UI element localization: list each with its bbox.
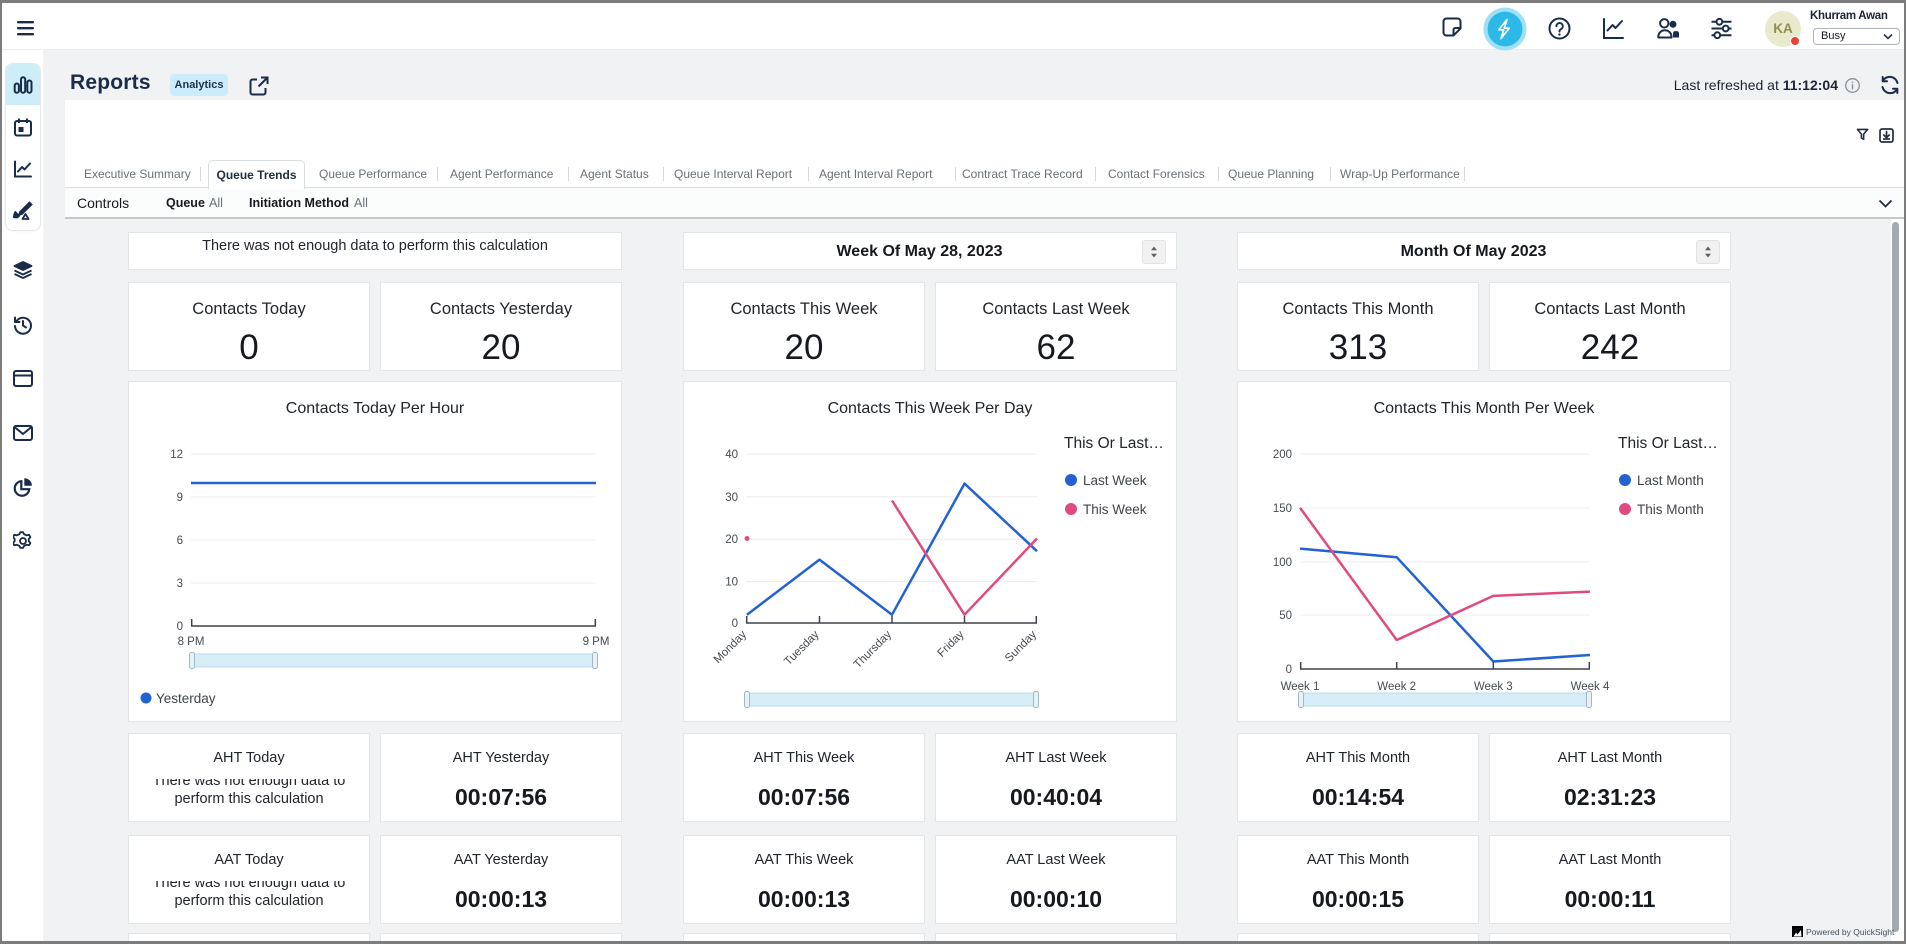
svg-text:Tuesday: Tuesday bbox=[782, 628, 822, 668]
svg-text:20: 20 bbox=[725, 534, 738, 546]
svg-text:6: 6 bbox=[177, 535, 183, 547]
svg-text:Week 2: Week 2 bbox=[1377, 681, 1416, 693]
svg-text:8 PM: 8 PM bbox=[178, 636, 205, 648]
svg-text:200: 200 bbox=[1273, 449, 1292, 461]
svg-text:Week 1: Week 1 bbox=[1281, 681, 1320, 693]
svg-text:Week 3: Week 3 bbox=[1474, 681, 1513, 693]
svg-text:This Month: This Month bbox=[1637, 502, 1704, 517]
svg-text:This Or Last…: This Or Last… bbox=[1064, 435, 1164, 452]
svg-text:Last Week: Last Week bbox=[1083, 473, 1147, 488]
svg-text:This Or Last…: This Or Last… bbox=[1618, 435, 1718, 452]
svg-text:9: 9 bbox=[177, 492, 183, 504]
svg-text:Friday: Friday bbox=[936, 628, 967, 659]
svg-text:0: 0 bbox=[732, 618, 738, 630]
svg-text:40: 40 bbox=[725, 449, 738, 461]
svg-text:Last Month: Last Month bbox=[1637, 473, 1704, 488]
svg-text:50: 50 bbox=[1279, 610, 1292, 622]
svg-text:Sunday: Sunday bbox=[1003, 628, 1039, 664]
svg-text:Contacts This Month Per Week: Contacts This Month Per Week bbox=[1374, 400, 1596, 417]
svg-text:This Week: This Week bbox=[1083, 502, 1147, 517]
svg-text:10: 10 bbox=[725, 577, 738, 589]
svg-text:30: 30 bbox=[725, 492, 738, 504]
svg-text:12: 12 bbox=[170, 449, 183, 461]
svg-text:Contacts Today Per Hour: Contacts Today Per Hour bbox=[286, 400, 465, 417]
svg-text:100: 100 bbox=[1273, 557, 1292, 569]
svg-text:0: 0 bbox=[1286, 664, 1292, 676]
svg-text:Thursday: Thursday bbox=[852, 628, 895, 671]
svg-text:Monday: Monday bbox=[712, 628, 750, 666]
svg-text:0: 0 bbox=[177, 621, 183, 633]
svg-text:Contacts This Week Per Day: Contacts This Week Per Day bbox=[828, 400, 1033, 417]
svg-text:9 PM: 9 PM bbox=[583, 636, 610, 648]
svg-text:3: 3 bbox=[177, 578, 183, 590]
svg-text:Week 4: Week 4 bbox=[1571, 681, 1610, 693]
svg-text:150: 150 bbox=[1273, 503, 1292, 515]
svg-text:Yesterday: Yesterday bbox=[156, 691, 216, 706]
